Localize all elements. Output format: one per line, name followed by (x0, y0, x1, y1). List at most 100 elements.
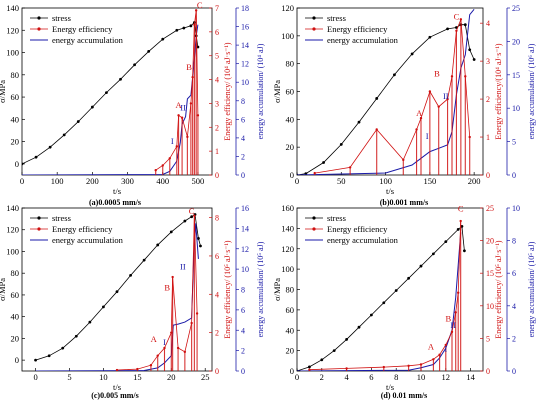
annotation-label: I (444, 343, 447, 353)
efficiency-point (402, 158, 405, 162)
y2-tick-label: 1 (486, 133, 490, 142)
efficiency-point (171, 275, 174, 279)
y2-tick-label: 15 (486, 269, 494, 278)
y-tick-label: 20 (11, 137, 20, 147)
y-axis-label: σ/MPa (272, 278, 282, 301)
annotation-label: II (450, 320, 456, 330)
y-tick-label: 40 (11, 312, 20, 322)
efficiency-point (313, 171, 316, 175)
legend-marker (312, 16, 316, 20)
y3-tick-label: 0 (241, 367, 245, 376)
stress-point (456, 227, 460, 231)
legend-marker (37, 216, 41, 220)
stress-point (197, 237, 200, 240)
y2-tick-label: 4 (215, 76, 219, 85)
efficiency-point (438, 353, 441, 356)
y-tick-label: 120 (281, 244, 294, 254)
x-tick-label: 400 (156, 176, 169, 186)
x-axis-label: t/s (113, 186, 121, 196)
y3-tick-label: 4 (512, 302, 516, 311)
y2-tick-label: 3 (215, 99, 219, 108)
y3-axis-label: energy accumulation/ (10⁴ aJ) (256, 43, 265, 139)
y2-tick-label: 0 (215, 367, 219, 376)
y3-tick-label: 4 (241, 326, 245, 335)
x-axis-label: t/s (386, 382, 394, 392)
stress-point (34, 155, 38, 159)
y3-tick-label: 15 (512, 71, 520, 80)
y-tick-label: 160 (281, 203, 294, 213)
annotation-label: C (197, 0, 203, 10)
y2-tick-label: 7 (215, 4, 219, 13)
y-tick-label: 60 (11, 290, 20, 300)
y-tick-label: 80 (11, 70, 20, 80)
y-tick-label: 0 (290, 366, 294, 376)
y-tick-label: 20 (11, 333, 20, 343)
stress-point (370, 313, 373, 317)
y2-tick-label: 8 (215, 214, 219, 223)
stress-point (34, 358, 37, 362)
legend-label: Energy efficiency (52, 224, 113, 234)
x-tick-label: 0 (295, 372, 299, 382)
stress-point (161, 37, 165, 41)
stress-point (393, 73, 396, 77)
stress-point (199, 244, 202, 248)
x-tick-label: 50 (337, 176, 346, 186)
y-tick-label: 40 (286, 325, 295, 335)
y-tick-label: 140 (6, 3, 19, 13)
y2-tick-label: 0 (486, 367, 490, 376)
y3-tick-label: 10 (241, 78, 249, 87)
y2-tick-label: 4 (215, 290, 219, 299)
y3-tick-label: 12 (241, 245, 249, 254)
annotation-label: C (458, 203, 464, 213)
x-tick-label: 100 (51, 176, 64, 186)
y2-axis-label: Energy efficiency/ (10⁵ aJ·s⁻¹) (494, 240, 503, 339)
stress-point (175, 28, 179, 32)
y-axis-label: σ/MPa (272, 80, 282, 103)
legend-marker (37, 16, 41, 20)
efficiency-point (446, 97, 449, 101)
y-tick-label: 20 (286, 346, 295, 356)
stress-point (394, 289, 398, 292)
efficiency-point (156, 354, 159, 357)
y2-tick-label: 0 (215, 171, 219, 180)
stress-point (142, 258, 146, 262)
y2-axis-label: Energy efficiency/(10⁴ aJ·s⁻¹) (494, 43, 503, 140)
stress-point (357, 325, 361, 329)
efficiency-point (190, 321, 193, 325)
y3-axis-label: energy accumulation/ (10⁶ aJ) (527, 43, 536, 139)
y3-tick-label: 14 (241, 41, 249, 50)
stress-point (444, 240, 448, 244)
efficiency-point (450, 330, 454, 334)
x-tick-label: 25 (201, 372, 210, 382)
y-tick-label: 120 (6, 225, 19, 235)
legend-marker (312, 216, 316, 220)
annotation-label: B (186, 62, 192, 72)
efficiency-line (116, 215, 198, 371)
plot-area (34, 213, 202, 371)
stress-point (189, 24, 193, 28)
legend-label: energy accumulation (52, 35, 124, 45)
stress-point (74, 334, 78, 338)
chart-panel-3: 0 2 4 6 8 10 12 1402040608010012014016005101520… (272, 203, 536, 400)
stress-point (320, 358, 324, 362)
annotation-label: C (454, 11, 460, 21)
y3-tick-label: 25 (512, 4, 520, 13)
y3-tick-label: 8 (241, 97, 245, 106)
efficiency-point (195, 312, 199, 315)
chart-panel-2: 0 5 10 15 20 25020406080100120140024680246810… (0, 203, 265, 400)
y-tick-label: 60 (286, 305, 295, 315)
y-tick-label: 100 (281, 264, 294, 274)
y3-tick-label: 6 (241, 115, 245, 124)
stress-point (169, 230, 173, 234)
efficiency-point (464, 75, 467, 78)
efficiency-point (149, 364, 153, 367)
plot-area (297, 219, 466, 371)
efficiency-point (163, 346, 166, 350)
efficiency-point (415, 128, 418, 131)
stress-point (190, 215, 194, 219)
efficiency-point (345, 367, 348, 370)
legend-label: energy accumulation (327, 35, 399, 45)
